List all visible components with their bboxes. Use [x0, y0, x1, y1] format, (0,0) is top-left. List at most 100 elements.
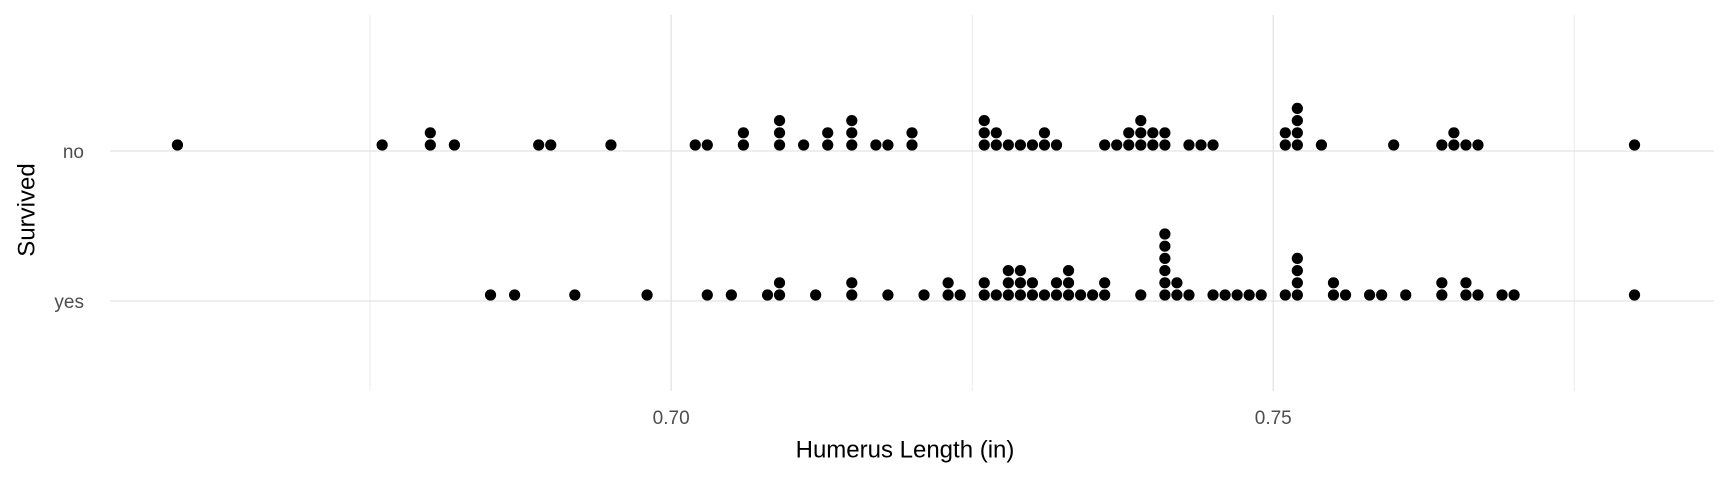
dot — [1014, 265, 1026, 277]
dot — [1291, 265, 1303, 277]
dot — [822, 127, 834, 139]
dot — [1099, 139, 1111, 151]
dot — [701, 289, 713, 301]
dot — [1279, 289, 1291, 301]
dot — [1291, 127, 1303, 139]
dot — [1087, 289, 1099, 301]
dot — [1062, 289, 1075, 301]
dot — [1291, 289, 1303, 301]
dot — [1388, 139, 1400, 151]
dot — [424, 139, 436, 151]
dot — [882, 289, 894, 301]
dot — [1062, 265, 1075, 277]
y-axis-title: Survived — [13, 163, 40, 256]
dot — [1159, 252, 1171, 264]
dot — [1147, 127, 1159, 139]
dot — [533, 139, 545, 151]
dot — [773, 289, 786, 301]
dot — [1002, 277, 1014, 289]
dot — [978, 115, 990, 127]
dot — [1279, 127, 1291, 139]
dot — [1327, 277, 1340, 289]
y-tick-label: no — [63, 142, 84, 163]
dot — [846, 115, 858, 127]
dot — [990, 127, 1002, 139]
dot — [569, 289, 581, 301]
dot — [1243, 289, 1255, 301]
dot — [942, 289, 954, 301]
dot — [1050, 289, 1063, 301]
dot — [1376, 289, 1388, 301]
dot — [798, 139, 810, 151]
dot — [1050, 139, 1063, 151]
dot — [773, 127, 786, 139]
dot — [1026, 289, 1039, 301]
dot — [1291, 115, 1303, 127]
dot — [1472, 139, 1484, 151]
dot — [906, 127, 918, 139]
dot — [424, 127, 436, 139]
dot — [1147, 139, 1159, 151]
dot — [1400, 289, 1412, 301]
dot — [1628, 289, 1641, 301]
dot — [1135, 289, 1147, 301]
dot — [1315, 139, 1328, 151]
dot — [1135, 139, 1147, 151]
dot — [1171, 277, 1183, 289]
dot — [1207, 289, 1219, 301]
dot — [1291, 102, 1303, 114]
dot — [725, 289, 737, 301]
dot — [906, 139, 918, 151]
dot — [1014, 139, 1026, 151]
dot — [737, 127, 750, 139]
dot — [689, 139, 701, 151]
dot — [1171, 289, 1183, 301]
dot — [448, 139, 461, 151]
dot — [1026, 277, 1039, 289]
dot — [509, 289, 521, 301]
dot — [1460, 277, 1472, 289]
dot — [545, 139, 557, 151]
dot — [773, 115, 786, 127]
dot — [1279, 139, 1291, 151]
dot — [918, 289, 930, 301]
dot — [1436, 139, 1448, 151]
dot — [1508, 289, 1520, 301]
dot — [1014, 289, 1026, 301]
dot — [1159, 228, 1171, 240]
dot — [1038, 139, 1051, 151]
dot — [1436, 289, 1448, 301]
dot — [942, 277, 954, 289]
x-tick-label: 0.75 — [1255, 408, 1292, 429]
dot — [1628, 139, 1641, 151]
dot — [1207, 139, 1219, 151]
dot — [978, 127, 990, 139]
dot — [846, 289, 858, 301]
dot — [1436, 277, 1448, 289]
dot — [1074, 289, 1087, 301]
dot — [1135, 127, 1147, 139]
dot — [954, 289, 966, 301]
dot — [1050, 277, 1063, 289]
dot — [773, 139, 786, 151]
dot — [737, 139, 750, 151]
dot — [1219, 289, 1231, 301]
dot — [605, 139, 617, 151]
dot — [1183, 139, 1195, 151]
dot — [1496, 289, 1508, 301]
dot — [1159, 265, 1171, 277]
y-tick-label: yes — [54, 292, 84, 313]
dot — [1291, 252, 1303, 264]
dot — [1159, 289, 1171, 301]
dot — [701, 139, 713, 151]
dot — [810, 289, 822, 301]
dot — [1448, 139, 1460, 151]
dot — [882, 139, 894, 151]
dot — [1014, 277, 1026, 289]
dot — [1159, 240, 1171, 252]
dot — [1159, 127, 1171, 139]
dot — [1111, 139, 1123, 151]
dot — [1135, 115, 1147, 127]
dot — [1123, 139, 1135, 151]
